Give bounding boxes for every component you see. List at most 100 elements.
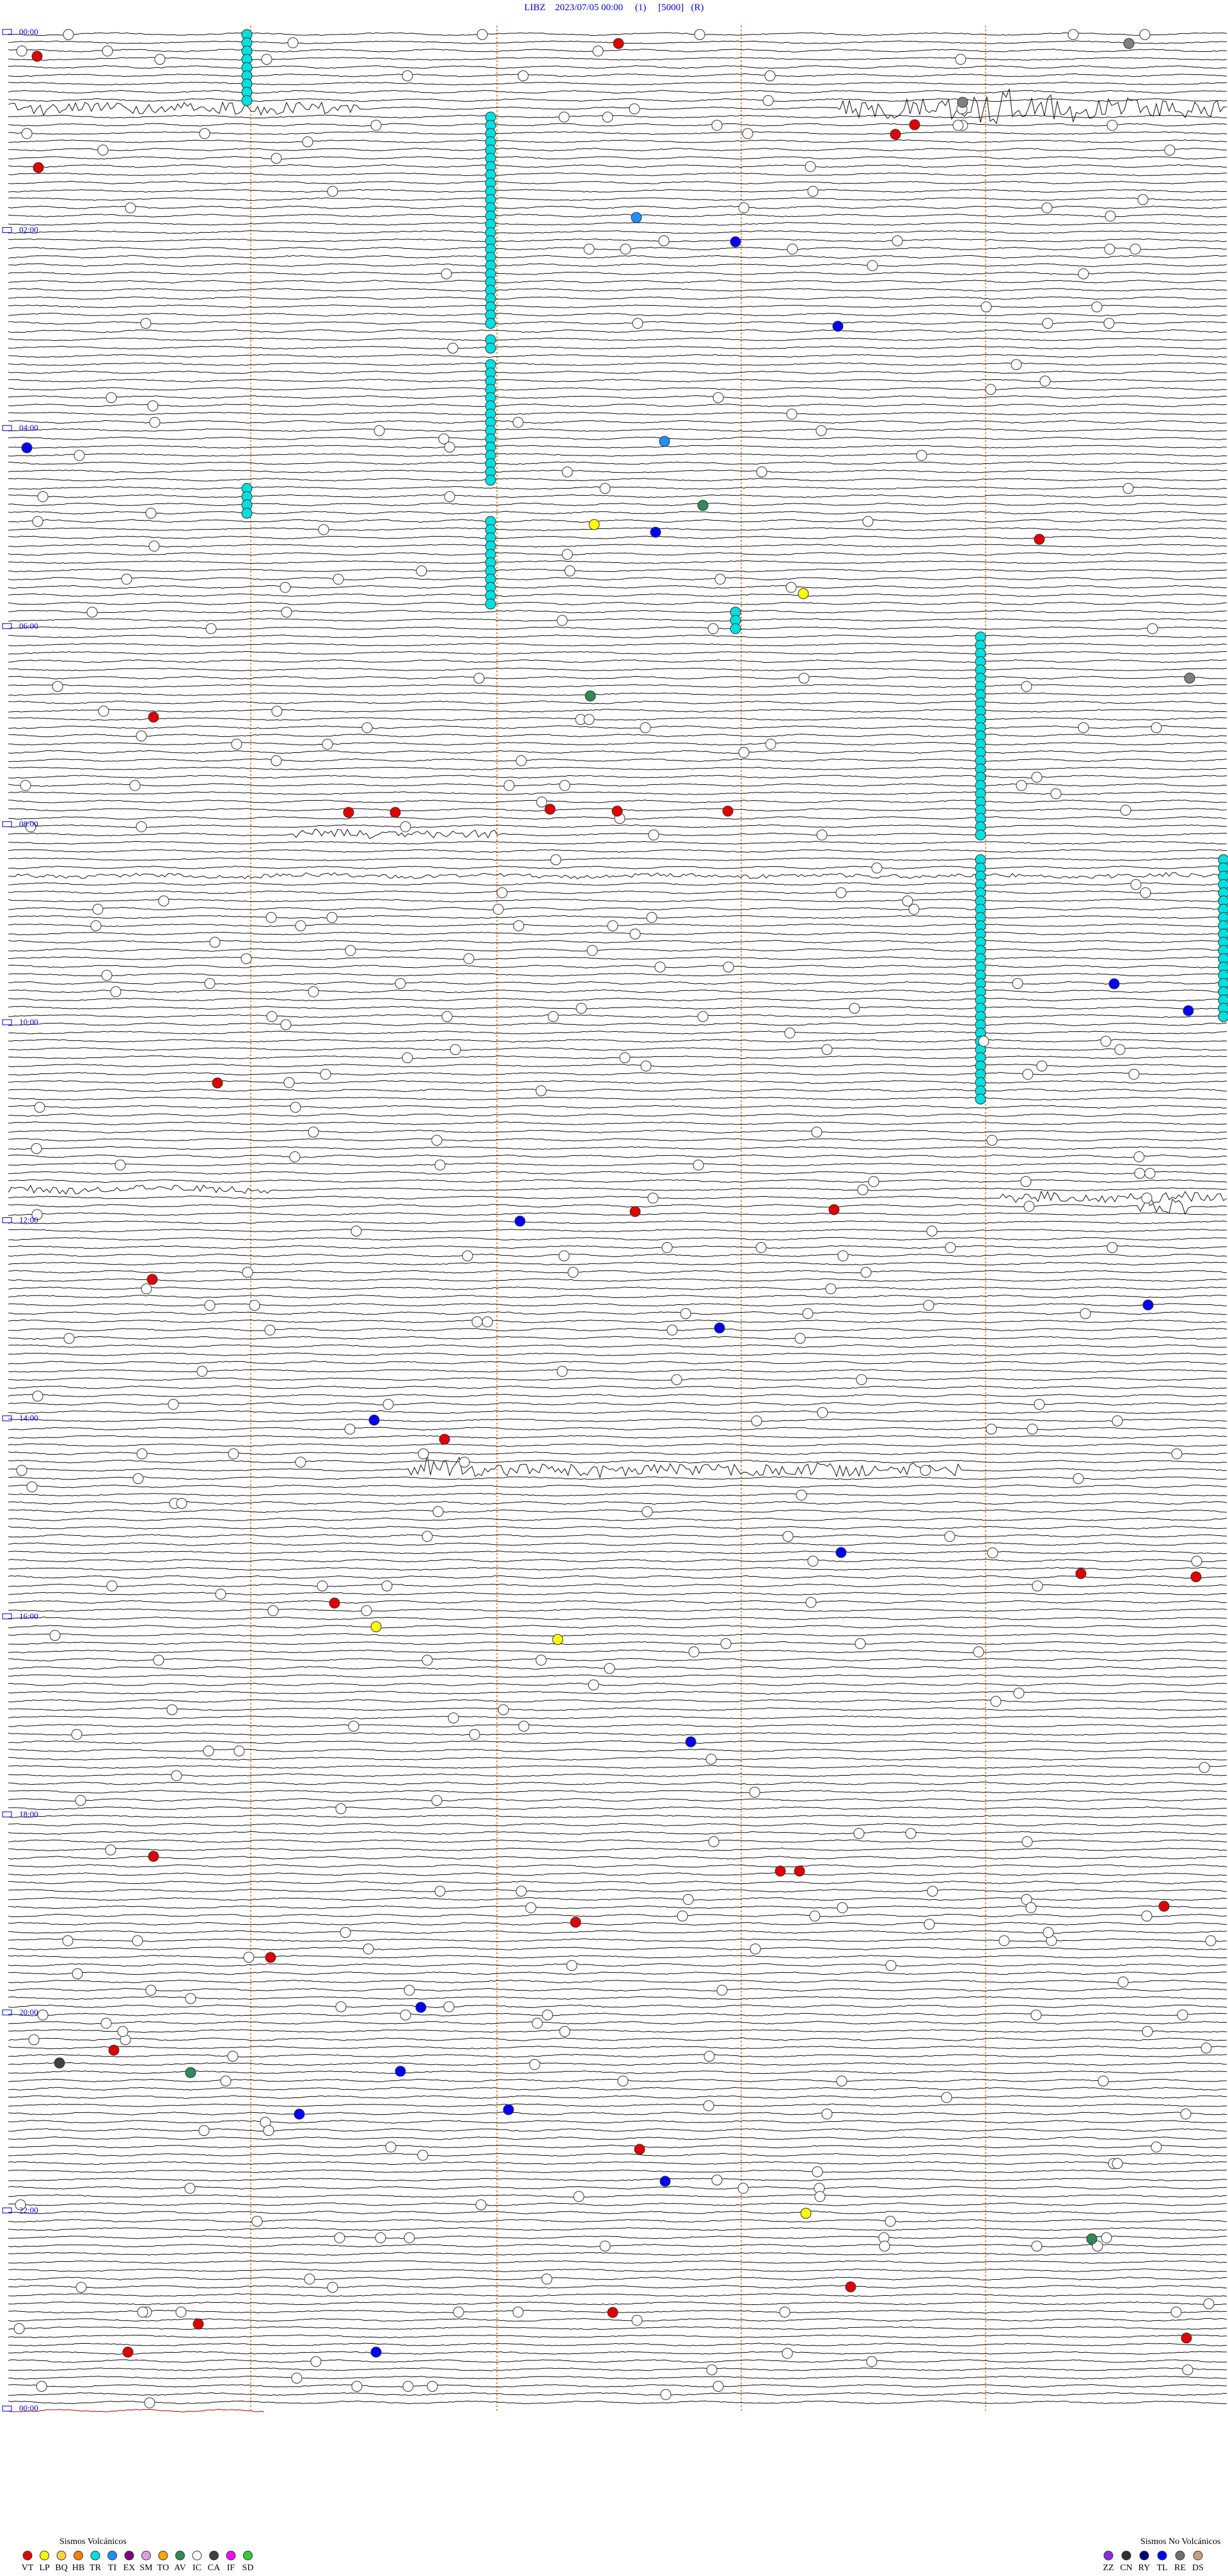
- trace: [8, 354, 1227, 358]
- legend-code: HB: [72, 2563, 84, 2573]
- legend-marker: [56, 2550, 67, 2561]
- trace: [8, 1856, 1227, 1860]
- legend-marker: [141, 2550, 151, 2561]
- event-marker: [75, 2282, 87, 2293]
- trace: [8, 1798, 1227, 1802]
- trace: [8, 552, 1227, 556]
- trace: [8, 1031, 1227, 1034]
- trace: [8, 2235, 1227, 2240]
- event-marker: [828, 1204, 840, 1215]
- trace: [8, 411, 1227, 416]
- trace: [8, 1418, 1227, 1423]
- event-marker: [885, 1960, 897, 1972]
- event-marker: [212, 1077, 223, 1089]
- trace: [8, 1913, 1227, 1918]
- event-marker: [648, 829, 659, 841]
- trace: [8, 766, 1227, 771]
- trace: [8, 1055, 1227, 1059]
- event-marker: [677, 1910, 688, 1922]
- trace: [8, 593, 1227, 597]
- event-marker: [310, 2356, 322, 2367]
- event-marker: [1180, 2108, 1192, 2120]
- trace: [8, 1806, 1227, 1810]
- event-marker: [72, 1968, 83, 1979]
- trace: [8, 131, 1227, 135]
- event-marker: [550, 854, 562, 865]
- trace: [8, 1847, 1227, 1852]
- event-marker: [514, 1215, 526, 1227]
- event-marker: [327, 2282, 338, 2293]
- trace: [8, 1534, 1227, 1538]
- event-marker: [432, 1506, 444, 1517]
- event-marker: [1141, 1910, 1153, 1922]
- event-marker: [335, 1803, 347, 1814]
- event-marker: [1164, 145, 1176, 156]
- event-marker: [737, 2183, 749, 2194]
- event-marker: [471, 1316, 483, 1327]
- trace: [8, 906, 1227, 911]
- event-marker: [37, 491, 49, 502]
- event-marker: [787, 243, 798, 255]
- trace: [8, 1171, 1227, 1175]
- legend-marker: [175, 2550, 185, 2561]
- trace: [8, 155, 1227, 160]
- trace: [8, 1723, 1227, 1728]
- hour-marker: [2, 29, 12, 35]
- event-marker: [671, 1374, 682, 1386]
- trace: [8, 560, 1227, 564]
- event-marker: [295, 1457, 306, 1468]
- trace: [8, 2218, 1227, 2223]
- trace: [8, 1402, 1227, 1406]
- trace: [8, 1558, 1227, 1563]
- trace: [8, 2318, 1227, 2322]
- trace: [8, 1352, 1227, 1357]
- event-marker: [204, 978, 216, 989]
- event-marker: [185, 2067, 196, 2078]
- trace: [8, 2293, 1227, 2297]
- event-marker: [805, 161, 816, 172]
- legend-marker: [22, 2550, 33, 2561]
- event-marker: [1030, 2009, 1042, 2021]
- event-marker: [821, 1044, 833, 1055]
- event-marker: [835, 1547, 847, 1558]
- trace: [8, 1831, 1227, 1835]
- trace: [8, 824, 1227, 828]
- event-marker: [697, 500, 709, 511]
- trace: [8, 123, 1227, 127]
- event-marker: [1027, 1423, 1038, 1435]
- trace: [8, 172, 1227, 177]
- event-marker: [559, 780, 571, 791]
- event-marker: [927, 1886, 938, 1897]
- event-marker: [599, 483, 611, 494]
- event-marker: [986, 1135, 998, 1146]
- trace: [8, 1897, 1227, 1901]
- event-marker: [92, 903, 104, 915]
- trace: [8, 725, 1227, 729]
- trace: [8, 362, 1227, 366]
- event-marker: [749, 1787, 760, 1798]
- legend-marker: [124, 2550, 134, 2561]
- event-marker: [390, 807, 401, 818]
- trace: [8, 890, 1227, 894]
- event-marker: [1140, 887, 1151, 899]
- trace: [8, 98, 1227, 102]
- time-dividers: [250, 26, 986, 2412]
- event-marker: [975, 829, 986, 841]
- event-marker: [31, 1209, 43, 1221]
- event-marker: [335, 2001, 347, 2012]
- event-marker: [650, 526, 661, 538]
- trace: [8, 1261, 1227, 1266]
- event-marker: [204, 1300, 216, 1311]
- trace: [8, 1757, 1227, 1761]
- trace: [8, 271, 1227, 276]
- event-marker: [473, 672, 485, 684]
- event-marker: [1106, 120, 1118, 131]
- event-marker: [1022, 1068, 1034, 1080]
- trace: [8, 1674, 1227, 1679]
- event-marker: [755, 1242, 767, 1253]
- event-marker: [105, 1844, 116, 1856]
- event-marker: [348, 1721, 359, 1732]
- event-marker: [558, 111, 570, 123]
- event-marker: [144, 2397, 155, 2408]
- trace: [8, 1286, 1227, 1290]
